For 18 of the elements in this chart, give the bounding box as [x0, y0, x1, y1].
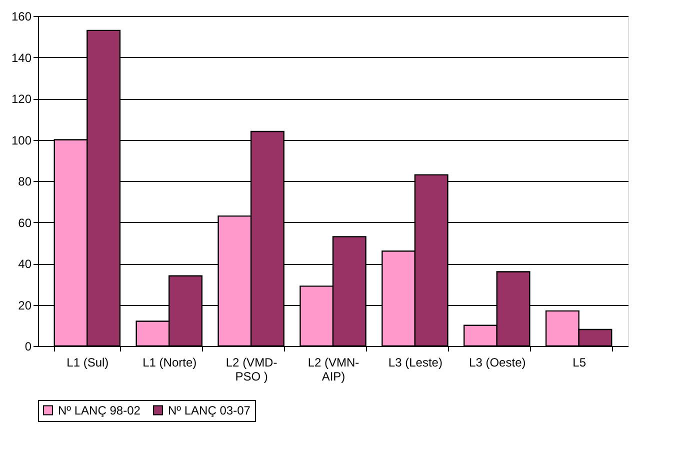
- y-tick-label: 80: [18, 174, 32, 188]
- x-tick-label: L1 (Norte): [142, 356, 197, 370]
- x-tick-label: L3 (Oeste): [469, 356, 526, 370]
- x-tick-label: L3 (Leste): [388, 356, 442, 370]
- y-tick-label: 20: [18, 298, 32, 312]
- x-tick-label: L2 (VMN-AIP): [308, 356, 360, 384]
- x-tick-label: L1 (Sul): [66, 356, 109, 370]
- y-tick-label: 0: [24, 340, 32, 354]
- y-tick-label: 120: [11, 92, 32, 106]
- y-tick-label: 160: [11, 10, 32, 24]
- y-tick-label: 40: [18, 257, 32, 271]
- y-tick-label: 140: [11, 50, 32, 65]
- x-tick-label: L5: [572, 356, 586, 370]
- legend-label: Nº LANÇ 98-02: [58, 403, 141, 418]
- x-tick-label: L2 (VMD-PSO ): [226, 356, 278, 384]
- y-tick-label: 60: [18, 216, 32, 230]
- legend-label: Nº LANÇ 03-07: [168, 403, 251, 418]
- y-tick-label: 100: [11, 133, 32, 148]
